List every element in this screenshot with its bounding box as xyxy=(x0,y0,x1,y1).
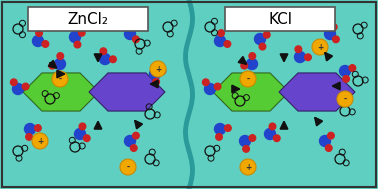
Polygon shape xyxy=(279,73,355,111)
Circle shape xyxy=(79,123,86,130)
Circle shape xyxy=(124,29,135,40)
Text: -: - xyxy=(126,163,130,171)
Text: +: + xyxy=(245,163,251,171)
Circle shape xyxy=(214,83,221,90)
Circle shape xyxy=(319,136,330,146)
Polygon shape xyxy=(213,73,289,111)
Circle shape xyxy=(225,125,231,131)
Circle shape xyxy=(312,39,328,55)
Circle shape xyxy=(254,33,265,44)
Circle shape xyxy=(294,51,305,63)
Text: KCl: KCl xyxy=(268,12,292,26)
Circle shape xyxy=(214,123,226,135)
Circle shape xyxy=(99,53,110,64)
Text: +: + xyxy=(155,64,161,74)
Circle shape xyxy=(295,46,302,53)
Circle shape xyxy=(243,146,249,152)
Circle shape xyxy=(36,30,42,36)
Circle shape xyxy=(12,84,23,94)
Circle shape xyxy=(33,36,43,46)
Circle shape xyxy=(240,159,256,175)
Circle shape xyxy=(11,79,17,86)
Circle shape xyxy=(133,132,139,139)
Circle shape xyxy=(49,62,56,69)
Circle shape xyxy=(305,54,311,61)
Circle shape xyxy=(224,41,231,47)
Circle shape xyxy=(54,59,65,70)
Bar xyxy=(225,7,335,31)
Circle shape xyxy=(273,135,280,142)
Circle shape xyxy=(269,123,276,130)
Polygon shape xyxy=(23,73,99,111)
Circle shape xyxy=(153,79,160,85)
Circle shape xyxy=(35,125,41,131)
Circle shape xyxy=(343,76,349,82)
Circle shape xyxy=(216,134,222,140)
Circle shape xyxy=(74,129,85,139)
Text: -: - xyxy=(246,74,249,84)
Circle shape xyxy=(337,91,353,107)
Circle shape xyxy=(70,32,81,43)
Circle shape xyxy=(349,65,356,71)
Circle shape xyxy=(324,29,336,40)
Circle shape xyxy=(249,135,256,141)
Circle shape xyxy=(79,29,85,36)
Circle shape xyxy=(265,129,276,139)
Circle shape xyxy=(259,43,266,50)
Text: +: + xyxy=(37,136,43,146)
Circle shape xyxy=(214,36,226,46)
Circle shape xyxy=(339,66,350,77)
Circle shape xyxy=(263,32,270,38)
Circle shape xyxy=(159,68,166,74)
Polygon shape xyxy=(89,73,165,111)
Circle shape xyxy=(52,71,68,87)
Circle shape xyxy=(120,159,136,175)
Circle shape xyxy=(249,53,256,59)
Circle shape xyxy=(130,145,137,151)
Text: -: - xyxy=(344,94,347,104)
Circle shape xyxy=(203,79,209,86)
Bar xyxy=(28,7,148,31)
Circle shape xyxy=(218,30,225,36)
Circle shape xyxy=(26,134,33,140)
Circle shape xyxy=(133,36,139,43)
Circle shape xyxy=(240,71,256,87)
Text: -: - xyxy=(59,74,62,84)
Text: ZnCl₂: ZnCl₂ xyxy=(68,12,108,26)
Circle shape xyxy=(74,41,81,48)
Circle shape xyxy=(333,36,339,43)
Text: +: + xyxy=(317,43,323,51)
Circle shape xyxy=(25,123,36,135)
Circle shape xyxy=(22,83,29,90)
Circle shape xyxy=(42,41,49,47)
Circle shape xyxy=(84,135,90,142)
Circle shape xyxy=(150,68,161,80)
Circle shape xyxy=(57,53,64,59)
Circle shape xyxy=(328,132,334,139)
Circle shape xyxy=(325,145,332,151)
Circle shape xyxy=(150,61,166,77)
Circle shape xyxy=(32,133,48,149)
Circle shape xyxy=(241,62,248,69)
Circle shape xyxy=(130,24,137,30)
Circle shape xyxy=(110,56,116,63)
Circle shape xyxy=(100,48,107,54)
Circle shape xyxy=(246,59,257,70)
Circle shape xyxy=(204,84,215,94)
Circle shape xyxy=(330,24,337,30)
Circle shape xyxy=(240,136,251,146)
Circle shape xyxy=(124,136,135,146)
